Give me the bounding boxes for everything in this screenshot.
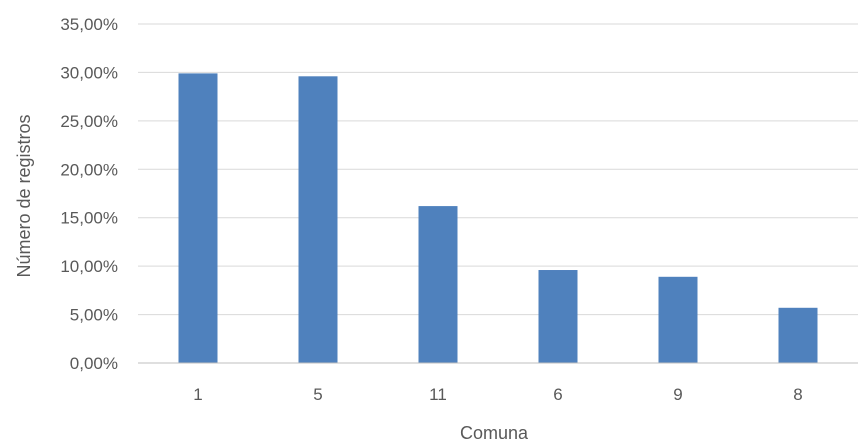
y-tick-label: 35,00% [60, 15, 118, 34]
x-tick-label: 9 [673, 385, 682, 404]
y-tick-label: 20,00% [60, 160, 118, 179]
x-axis-ticks: 1 5 11 6 9 8 [193, 385, 802, 404]
x-tick-label: 11 [429, 385, 447, 404]
y-tick-label: 0,00% [70, 354, 118, 373]
y-tick-label: 25,00% [60, 112, 118, 131]
x-tick-label: 5 [313, 385, 322, 404]
y-axis-ticks: 0,00% 5,00% 10,00% 15,00% 20,00% 25,00% 30,00%… [60, 15, 118, 373]
x-tick-label: 1 [193, 385, 202, 404]
bar-comuna-1 [178, 73, 218, 363]
bar-comuna-8 [778, 307, 818, 363]
gridlines [138, 23, 858, 316]
y-tick-label: 30,00% [60, 63, 118, 82]
y-axis-title: Número de registros [14, 114, 34, 277]
x-tick-label: 6 [553, 385, 562, 404]
y-tick-label: 15,00% [60, 209, 118, 228]
bar-comuna-5 [298, 76, 338, 363]
y-tick-label: 10,00% [60, 257, 118, 276]
bar-comuna-6 [538, 270, 578, 363]
y-tick-label: 5,00% [70, 306, 118, 325]
x-axis-title: Comuna [460, 423, 529, 442]
x-tick-label: 8 [793, 385, 802, 404]
bars [178, 73, 818, 363]
bar-comuna-9 [658, 276, 698, 363]
bar-comuna-11 [418, 206, 458, 363]
